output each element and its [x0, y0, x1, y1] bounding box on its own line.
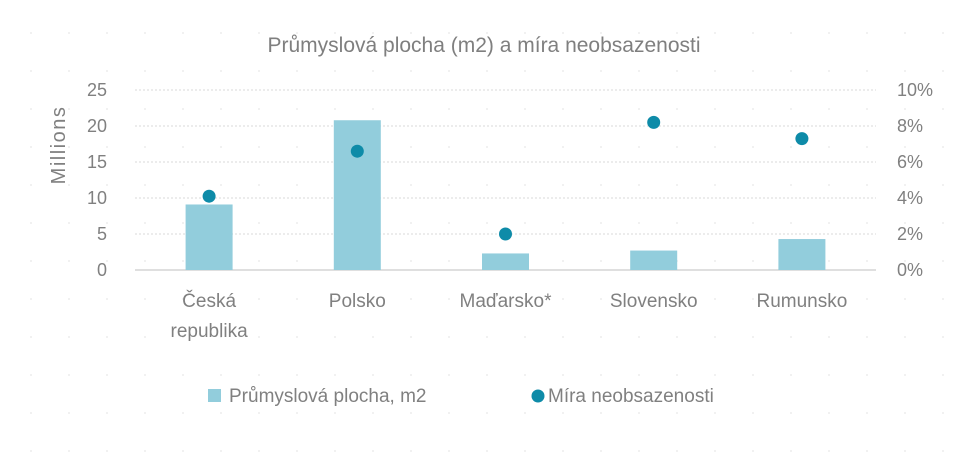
x-tick-label: Maďarsko* — [460, 291, 553, 312]
y-tick-label: 25 — [87, 80, 107, 100]
x-tick-label: Rumunsko — [756, 291, 847, 312]
y-axis-right: 0% 2% 4% 6% 8% 10% — [897, 80, 933, 280]
y-tick-label: 15 — [87, 152, 107, 172]
y-axis-label: Millions — [48, 106, 70, 185]
bar — [185, 204, 233, 270]
y-axis-left: 0 5 10 15 20 25 — [87, 80, 107, 280]
gridlines — [135, 89, 876, 271]
data-point — [795, 132, 809, 146]
legend-label-bar: Průmyslová plocha, m2 — [229, 386, 426, 407]
bar-series — [185, 120, 826, 271]
data-point — [499, 227, 512, 241]
data-point — [202, 189, 216, 203]
legend-swatch-point — [531, 389, 545, 403]
x-tick-label: Česká republika — [171, 290, 249, 342]
y2-tick-label: 0% — [897, 260, 923, 280]
y2-tick-label: 6% — [897, 152, 923, 172]
y2-tick-label: 10% — [897, 80, 933, 100]
y2-tick-label: 2% — [897, 224, 923, 244]
y-tick-label: 0 — [97, 260, 107, 280]
legend-swatch-bar — [208, 389, 221, 402]
y-tick-label: 10 — [87, 188, 107, 208]
legend-label-point: Míra neobsazenosti — [548, 386, 714, 407]
y-tick-label: 5 — [97, 224, 107, 244]
y-tick-label: 20 — [87, 116, 107, 136]
x-axis: Česká republika Polsko Maďarsko* Slovensko Ru… — [171, 290, 848, 342]
bar — [630, 250, 678, 270]
legend: Průmyslová plocha, m2 Míra neobsazenosti — [208, 386, 714, 407]
chart-title: Průmyslová plocha (m2) a míra neobsazeno… — [267, 34, 700, 57]
data-point — [350, 144, 364, 158]
scatter-series — [202, 115, 809, 241]
y2-tick-label: 4% — [897, 188, 923, 208]
bar — [778, 239, 826, 270]
y2-tick-label: 8% — [897, 116, 923, 136]
x-tick-label: Slovensko — [610, 291, 698, 312]
bar — [482, 253, 529, 270]
data-point — [647, 115, 661, 129]
x-tick-label: Polsko — [329, 291, 386, 312]
bar — [333, 120, 381, 271]
